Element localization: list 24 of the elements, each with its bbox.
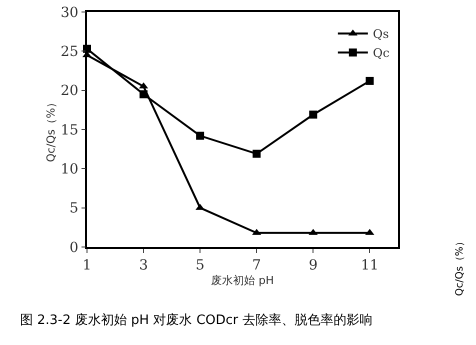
y-tick-label: 25 (60, 44, 78, 60)
point (140, 90, 148, 98)
y-tick-label: 15 (60, 122, 78, 138)
point (196, 132, 204, 140)
x-tick-label: 5 (196, 258, 205, 274)
legend-label: Qc (372, 46, 390, 60)
y-tick-label: 5 (70, 200, 78, 217)
x-axis-title: 废水初始 pH (211, 274, 274, 288)
x-tick-label: 1 (82, 258, 92, 274)
x-tick-label: 7 (252, 258, 262, 274)
y-axis-title: Qc/Qs（%） (44, 96, 58, 162)
point (366, 76, 374, 85)
x-tick-label: 3 (139, 258, 148, 274)
text: Qc/Qs（%） (454, 236, 466, 296)
x-tick-label: 11 (360, 258, 379, 274)
y-tick-label: 20 (60, 83, 78, 100)
point (309, 110, 318, 119)
point (252, 150, 261, 158)
caption: 图 2.3-2 废水初始 pH 对废水 CODcr 去除率、脱色率的影响 (20, 312, 372, 328)
x-tick-label: 9 (308, 258, 318, 274)
y-tick-label: 30 (60, 4, 78, 21)
legend-label: Qs (372, 27, 389, 42)
y-tick-label: 0 (70, 240, 78, 256)
y-tick-label: 10 (60, 162, 78, 178)
